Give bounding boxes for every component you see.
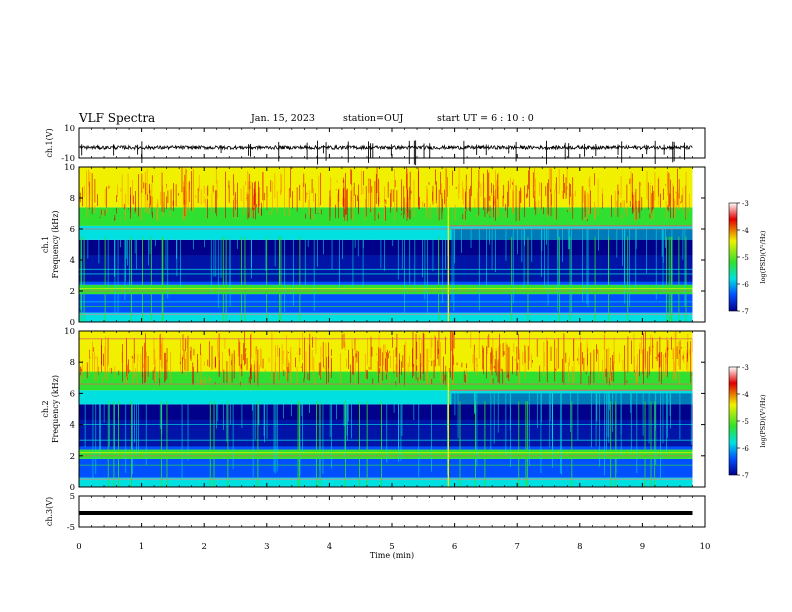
ch3-wave-y-label: ch.3(V): [45, 497, 54, 526]
colorbar-tick-label: -6: [742, 445, 749, 453]
ch2-spec-y-tick-label: 2: [70, 452, 75, 462]
spectrogram-band: [79, 312, 693, 322]
ch2-spec-y-tick-label: 0: [70, 483, 75, 493]
spectrogram-band: [79, 477, 693, 487]
colorbar: [728, 202, 738, 312]
x-tick-label: 6: [452, 542, 457, 552]
ch3-wave-y-tick-label: 5: [70, 492, 75, 502]
ch2-spec-y-label: ch.2: [41, 400, 50, 417]
ch1-spec-y-tick-label: 0: [70, 318, 75, 328]
ch1-spectrogram: [78, 167, 705, 322]
ch1-wave-y-tick-label: 10: [64, 124, 75, 134]
spectrogram-band: [79, 390, 693, 405]
x-tick-label: 4: [327, 542, 332, 552]
spectrogram-band: [79, 250, 693, 282]
x-axis-label: Time (min): [370, 551, 414, 560]
ch2-spec-y-tick-label: 8: [70, 358, 75, 368]
spectrogram-band: [79, 458, 693, 478]
colorbar-tick-label: -4: [742, 227, 749, 235]
ch1-spec-y-tick-label: 10: [64, 163, 75, 173]
spectrogram-nodata: [692, 167, 705, 322]
x-tick-label: 10: [700, 542, 711, 552]
ch2-spec-y-tick-label: 4: [70, 421, 75, 431]
panel-frame: [78, 127, 706, 159]
date-label: Jan. 15, 2023: [251, 113, 315, 124]
ch1-spec-y-tick-label: 8: [70, 194, 75, 204]
ch1-spec-y-tick-label: 6: [70, 225, 75, 235]
ch2-spec-y-tick-label: 10: [64, 327, 75, 337]
spectrogram-band: [79, 449, 693, 459]
ch1-wave-y-label: ch.1(V): [45, 128, 54, 157]
start-time-label: start UT = 6 : 10 : 0: [437, 113, 534, 124]
ch1-spec-y-tick-label: 2: [70, 287, 75, 297]
x-tick-label: 8: [577, 542, 582, 552]
colorbar: [728, 366, 738, 476]
ch1-spec-y-tick-label: 4: [70, 256, 75, 266]
ch1-wave-y-tick-label: -10: [61, 154, 75, 164]
station-label: station=OUJ: [343, 113, 404, 124]
spectrogram-band: [451, 229, 693, 254]
colorbar-tick-label: -5: [742, 254, 749, 262]
x-tick-label: 7: [514, 542, 519, 552]
spectrogram-band: [79, 415, 693, 447]
ch1-spec-y-label: ch.1: [41, 236, 50, 253]
colorbar-tick-label: -7: [742, 472, 749, 480]
x-tick-label: 5: [389, 542, 394, 552]
spectrogram-nodata: [692, 331, 705, 487]
colorbar-tick-label: -4: [742, 391, 749, 399]
colorbar-tick-label: -5: [742, 418, 749, 426]
x-tick-label: 2: [201, 542, 206, 552]
ch3-wave-y-tick-label: -5: [67, 523, 75, 533]
figure-title: VLF Spectra: [79, 111, 156, 125]
x-tick-label: 3: [264, 542, 269, 552]
colorbar-tick-label: -3: [742, 200, 749, 208]
ch1-waveform: [78, 140, 693, 166]
ch2-spec-y-label-unit: Frequency (kHz): [51, 375, 60, 443]
x-tick-label: 9: [640, 542, 645, 552]
ch2-spec-y-tick-label: 6: [70, 389, 75, 399]
ch1-spec-y-label-unit: Frequency (kHz): [51, 210, 60, 278]
spectrogram-band: [79, 284, 693, 295]
ch2-spectrogram: [79, 331, 705, 487]
colorbar-tick-label: -3: [742, 364, 749, 372]
ch1-trace: [78, 144, 693, 151]
x-tick-label: 1: [139, 542, 144, 552]
x-tick-label: 0: [76, 542, 81, 552]
spectrogram-band: [79, 294, 693, 313]
colorbar-tick-label: -6: [742, 281, 749, 289]
colorbar-label: log(PSD)(V²/Hz): [759, 394, 767, 447]
colorbar-tick-label: -7: [742, 308, 749, 316]
colorbar-label: log(PSD)(V²/Hz): [759, 230, 767, 283]
